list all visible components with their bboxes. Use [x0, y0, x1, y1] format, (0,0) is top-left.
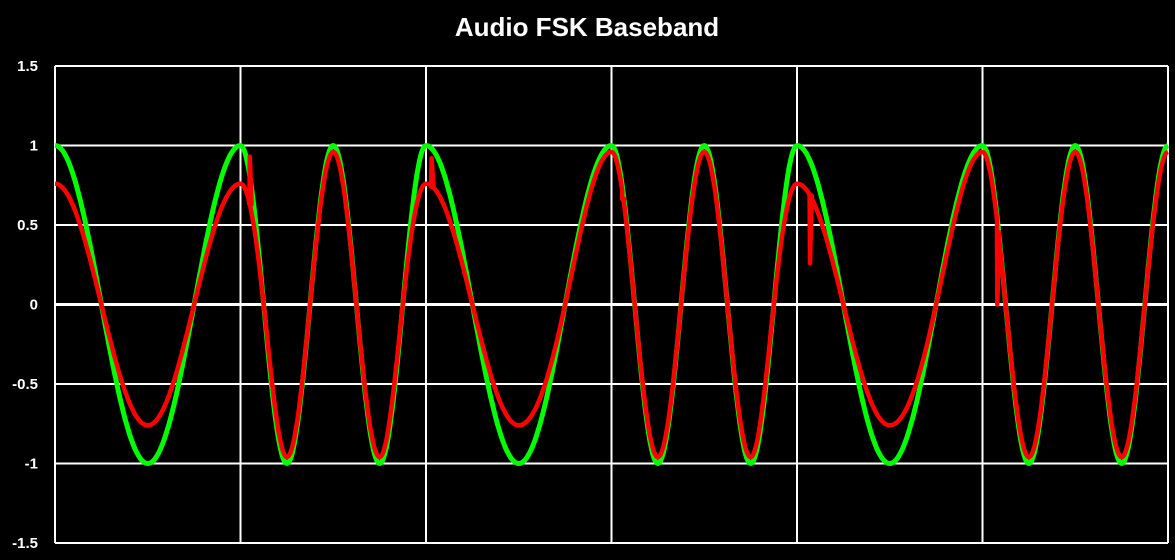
y-tick-label: 0	[30, 297, 38, 314]
chart-title: Audio FSK Baseband	[455, 12, 719, 42]
series-line-filtered	[54, 149, 1169, 460]
y-tick-label: 0.5	[17, 217, 38, 234]
y-tick-label: -0.5	[12, 376, 38, 393]
y-tick-label: 1.5	[17, 58, 38, 75]
y-tick-label: 1	[30, 138, 38, 155]
series-lines	[53, 143, 1170, 466]
y-axis-tick-labels: 1.5 1 0.5 0 -0.5 -1 -1.5	[12, 58, 38, 552]
y-tick-label: -1	[25, 456, 38, 473]
y-tick-label: -1.5	[12, 535, 38, 552]
series-line-ideal	[53, 143, 1170, 466]
